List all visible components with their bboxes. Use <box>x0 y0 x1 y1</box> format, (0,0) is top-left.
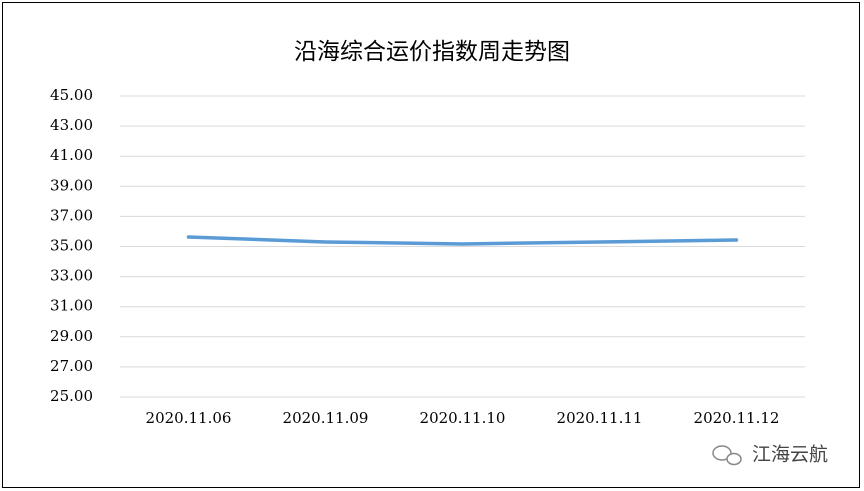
y-tick-label: 39.00 <box>50 176 93 194</box>
x-tick-label: 2020.11.06 <box>146 409 232 427</box>
y-tick-label: 41.00 <box>50 146 93 164</box>
y-tick-label: 37.00 <box>50 206 93 224</box>
y-tick-label: 45.00 <box>50 86 93 104</box>
x-tick-label: 2020.11.10 <box>420 409 506 427</box>
y-tick-label: 27.00 <box>50 357 93 375</box>
chart-title: 沿海综合运价指数周走势图 <box>294 39 570 65</box>
x-tick-label: 2020.11.09 <box>283 409 369 427</box>
y-tick-label: 43.00 <box>50 116 93 134</box>
y-tick-label: 29.00 <box>50 327 93 345</box>
data-line <box>186 235 739 246</box>
x-tick-label: 2020.11.11 <box>557 409 643 427</box>
y-tick-label: 25.00 <box>50 387 93 405</box>
x-tick-label: 2020.11.12 <box>694 409 780 427</box>
y-tick-label: 35.00 <box>50 237 93 255</box>
watermark: 江海云航 <box>752 444 828 466</box>
watermark-icon <box>712 445 742 466</box>
y-tick-label: 33.00 <box>50 267 93 285</box>
y-tick-label: 31.00 <box>50 297 93 315</box>
